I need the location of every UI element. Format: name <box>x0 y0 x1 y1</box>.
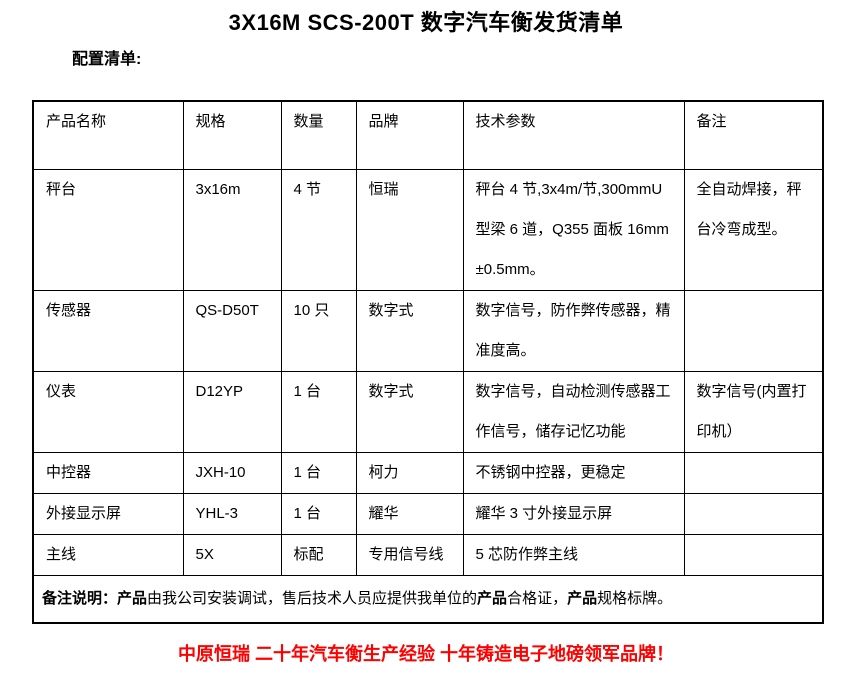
page-title: 3X16M SCS-200T 数字汽车衡发货清单 <box>228 10 624 35</box>
note-cell: 备注说明：产品由我公司安装调试，售后技术人员应提供我单位的产品合格证，产品规格标… <box>32 574 824 623</box>
spec-cell: JXH-10 <box>182 451 282 494</box>
table-header-row: 产品名称 规格 数量 品牌 技术参数 备注 <box>32 100 824 170</box>
tech-params-cell: 数字信号，自动检测传感器工作信号，储存记忆功能 <box>462 370 685 453</box>
spec-cell: D12YP <box>182 370 282 453</box>
header-spec: 规格 <box>182 100 282 170</box>
table-row-external-display: 外接显示屏 YHL-3 1 台 耀华 耀华 3 寸外接显示屏 <box>32 492 824 535</box>
config-list-label: 配置清单: <box>72 51 142 68</box>
remark-cell <box>683 492 824 535</box>
qty-cell: 1 台 <box>280 451 357 494</box>
note-segment: 产品 <box>477 589 508 607</box>
brand-cell: 专用信号线 <box>355 533 464 576</box>
note-segment: 产品 <box>117 589 148 607</box>
spec-cell: QS-D50T <box>182 289 282 372</box>
qty-cell: 1 台 <box>280 370 357 453</box>
note-segment: 规格标牌。 <box>597 589 673 607</box>
brand-cell: 耀华 <box>355 492 464 535</box>
note-segment: 合格证， <box>507 589 568 607</box>
tech-params-cell: 秤台 4 节,3x4m/节,300mmU 型梁 6 道，Q355 面板 16mm… <box>462 168 685 291</box>
product-name-cell: 秤台 <box>32 168 184 291</box>
note-segment: 产品 <box>567 589 598 607</box>
remark-cell: 全自动焊接，秤台冷弯成型。 <box>683 168 824 291</box>
table-row-sensor: 传感器 QS-D50T 10 只 数字式 数字信号，防作弊传感器，精准度高。 <box>32 289 824 372</box>
spec-table: 产品名称 规格 数量 品牌 技术参数 备注 秤台 3x16m 4 节 恒瑞 秤台… <box>32 100 824 624</box>
header-remark: 备注 <box>683 100 824 170</box>
product-name-cell: 仪表 <box>32 370 184 453</box>
tech-params-cell: 5 芯防作弊主线 <box>462 533 685 576</box>
tech-params-cell: 耀华 3 寸外接显示屏 <box>462 492 685 535</box>
brand-cell: 柯力 <box>355 451 464 494</box>
note-row: 备注说明：产品由我公司安装调试，售后技术人员应提供我单位的产品合格证，产品规格标… <box>32 574 824 623</box>
brand-slogan: 中原恒瑞 二十年汽车衡生产经验 十年铸造电子地磅领军品牌！ <box>178 644 674 664</box>
remark-cell <box>683 289 824 372</box>
spec-cell: YHL-3 <box>182 492 282 535</box>
remark-cell <box>683 451 824 494</box>
header-qty: 数量 <box>280 100 357 170</box>
header-product-name: 产品名称 <box>32 100 184 170</box>
spec-cell: 5X <box>182 533 282 576</box>
remark-cell <box>683 533 824 576</box>
product-name-cell: 外接显示屏 <box>32 492 184 535</box>
qty-cell: 1 台 <box>280 492 357 535</box>
qty-cell: 10 只 <box>280 289 357 372</box>
product-name-cell: 中控器 <box>32 451 184 494</box>
qty-cell: 4 节 <box>280 168 357 291</box>
header-brand: 品牌 <box>355 100 464 170</box>
table-row-platform: 秤台 3x16m 4 节 恒瑞 秤台 4 节,3x4m/节,300mmU 型梁 … <box>32 168 824 291</box>
tech-params-cell: 不锈钢中控器，更稳定 <box>462 451 685 494</box>
brand-cell: 数字式 <box>355 370 464 453</box>
brand-cell: 恒瑞 <box>355 168 464 291</box>
spec-cell: 3x16m <box>182 168 282 291</box>
note-label: 备注说明： <box>42 589 118 607</box>
brand-cell: 数字式 <box>355 289 464 372</box>
remark-cell: 数字信号(内置打印机） <box>683 370 824 453</box>
table-row-main-cable: 主线 5X 标配 专用信号线 5 芯防作弊主线 <box>32 533 824 576</box>
table-row-indicator: 仪表 D12YP 1 台 数字式 数字信号，自动检测传感器工作信号，储存记忆功能… <box>32 370 824 453</box>
tech-params-cell: 数字信号，防作弊传感器，精准度高。 <box>462 289 685 372</box>
qty-cell: 标配 <box>280 533 357 576</box>
header-tech-params: 技术参数 <box>462 100 685 170</box>
product-name-cell: 传感器 <box>32 289 184 372</box>
table-row-controller: 中控器 JXH-10 1 台 柯力 不锈钢中控器，更稳定 <box>32 451 824 494</box>
note-segment: 由我公司安装调试，售后技术人员应提供我单位的 <box>147 589 478 607</box>
product-name-cell: 主线 <box>32 533 184 576</box>
